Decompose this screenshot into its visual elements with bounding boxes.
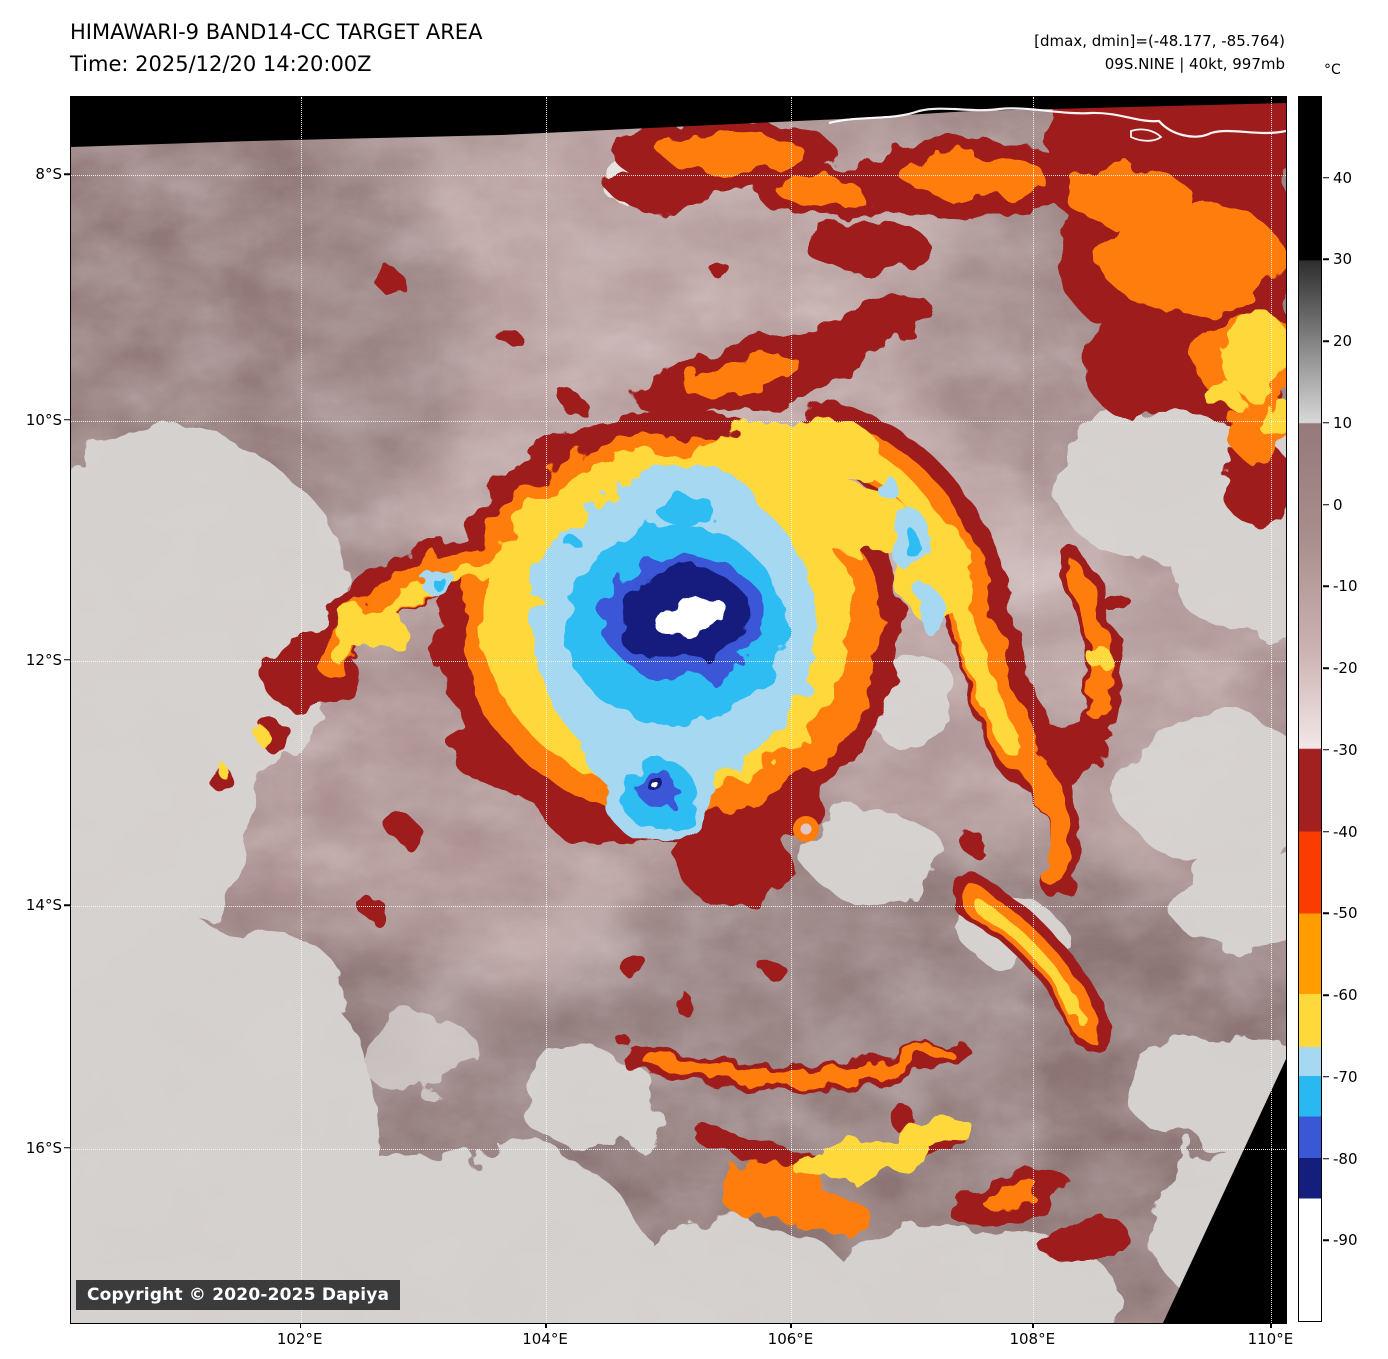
copyright-badge: Copyright © 2020-2025 Dapiya <box>76 1280 401 1310</box>
colorbar-tick-mark <box>1323 667 1329 669</box>
colorbar-tick-mark <box>1323 749 1329 751</box>
colorbar-tick-label: -20 <box>1333 659 1358 678</box>
colorbar-gradient <box>1299 97 1321 1321</box>
y-axis-tick-mark <box>64 659 70 661</box>
colorbar-tick-label: 30 <box>1333 250 1353 269</box>
colorbar-tick-label: -60 <box>1333 986 1358 1005</box>
colorbar-tick-mark <box>1323 585 1329 588</box>
colorbar-tick-mark <box>1323 177 1329 179</box>
colorbar-tick-label: -40 <box>1333 822 1358 841</box>
figure-time: Time: 2025/12/20 14:20:00Z <box>70 52 372 76</box>
colorbar-tick-label: 40 <box>1333 168 1353 187</box>
y-axis-tick-mark <box>64 904 70 906</box>
colorbar <box>1298 96 1322 1322</box>
colorbar-tick-label: -30 <box>1333 740 1358 759</box>
x-axis-tick-mark <box>790 1323 792 1328</box>
colorbar-unit-label: °C <box>1324 62 1341 78</box>
colorbar-tick-mark <box>1323 422 1329 424</box>
y-axis-tick-label: 10°S <box>25 410 62 429</box>
colorbar-tick-label: -80 <box>1333 1149 1358 1168</box>
x-axis-tick-mark <box>545 1323 547 1328</box>
colorbar-tick-label: 20 <box>1333 332 1353 351</box>
x-axis-tick-mark <box>1032 1323 1034 1328</box>
y-axis-tick-mark <box>64 1147 70 1149</box>
satellite-ir-image <box>71 97 1286 1323</box>
x-axis-tick-label: 102°E <box>276 1330 323 1348</box>
colorbar-tick-mark <box>1323 1076 1329 1078</box>
colorbar-tick-mark <box>1323 830 1329 833</box>
colorbar-tick-mark <box>1323 503 1329 506</box>
colorbar-tick-label: -50 <box>1333 904 1358 923</box>
colorbar-tick-label: -70 <box>1333 1067 1358 1086</box>
y-axis-tick-label: 14°S <box>25 896 62 915</box>
colorbar-tick-label: 10 <box>1333 413 1353 432</box>
dmax-dmin-annotation: [dmax, dmin]=(-48.177, -85.764) <box>1034 32 1285 50</box>
figure-title: HIMAWARI-9 BAND14-CC TARGET AREA <box>70 20 483 44</box>
coastline <box>828 107 1286 142</box>
x-axis-tick-label: 110°E <box>1247 1330 1294 1348</box>
storm-info-annotation: 09S.NINE | 40kt, 997mb <box>1104 55 1285 73</box>
colorbar-tick-label: -90 <box>1333 1231 1358 1250</box>
satellite-map-panel: Copyright © 2020-2025 Dapiya <box>70 96 1287 1324</box>
colorbar-tick-mark <box>1323 994 1329 996</box>
y-axis-tick-label: 8°S <box>35 165 62 184</box>
x-axis-tick-label: 108°E <box>1009 1330 1056 1348</box>
colorbar-tick-mark <box>1323 1239 1329 1241</box>
colorbar-tick-mark <box>1323 1157 1329 1160</box>
colorbar-tick-label: 0 <box>1333 495 1343 514</box>
colorbar-tick-mark <box>1323 912 1329 915</box>
y-axis-tick-mark <box>64 418 70 421</box>
y-axis-tick-label: 12°S <box>25 650 62 669</box>
x-axis-tick-mark <box>1270 1323 1272 1328</box>
colorbar-tick-label: -10 <box>1333 577 1358 596</box>
colorbar-tick-mark <box>1323 258 1329 261</box>
cold-cloud-core <box>421 465 945 844</box>
y-axis-tick-mark <box>64 173 70 176</box>
x-axis-tick-label: 106°E <box>767 1330 814 1348</box>
satellite-ir-image-wrap <box>71 97 1286 1323</box>
y-axis-tick-label: 16°S <box>25 1138 62 1157</box>
x-axis-tick-mark <box>299 1323 302 1328</box>
colorbar-tick-mark <box>1323 340 1329 342</box>
small-convective-ring <box>793 816 819 842</box>
x-axis-tick-label: 104°E <box>522 1330 568 1348</box>
